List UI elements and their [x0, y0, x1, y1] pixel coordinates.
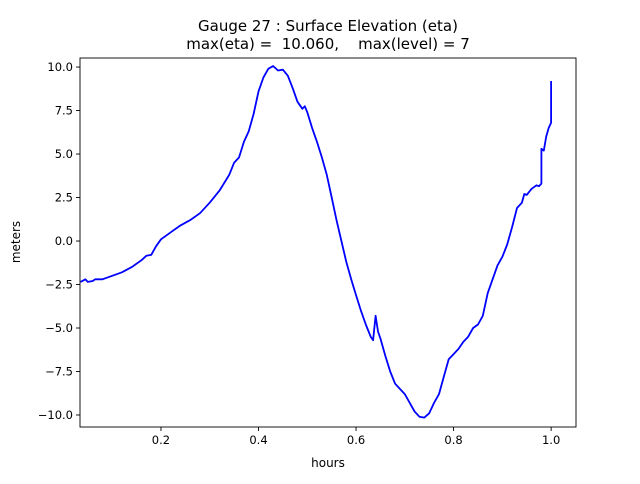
x-tick-label: 0.8 — [444, 433, 462, 447]
y-tick-label: 2.5 — [55, 191, 73, 205]
y-tick-label: 0.0 — [55, 234, 73, 248]
x-tick-label: 0.2 — [152, 433, 170, 447]
series-line-eta — [80, 65, 552, 419]
x-tick-label: 0.4 — [249, 433, 267, 447]
x-tick-label: 1.0 — [542, 433, 560, 447]
chart-title-line-1: Gauge 27 : Surface Elevation (eta) — [198, 17, 458, 35]
y-tick-label: 5.0 — [55, 147, 73, 161]
y-tick-label: 10.0 — [47, 60, 73, 74]
y-tick-label: −2.5 — [45, 278, 73, 292]
axes-frame — [79, 57, 577, 428]
x-axis-label: hours — [311, 456, 345, 470]
chart-title-line-2: max(eta) = 10.060, max(level) = 7 — [186, 35, 470, 53]
y-tick-label: −5.0 — [45, 321, 73, 335]
x-tick-label: 0.6 — [347, 433, 365, 447]
y-tick-label: 7.5 — [55, 104, 73, 118]
y-tick-label: −7.5 — [45, 365, 73, 379]
y-axis-label: meters — [9, 221, 23, 263]
y-tick-label: −10.0 — [38, 408, 73, 422]
